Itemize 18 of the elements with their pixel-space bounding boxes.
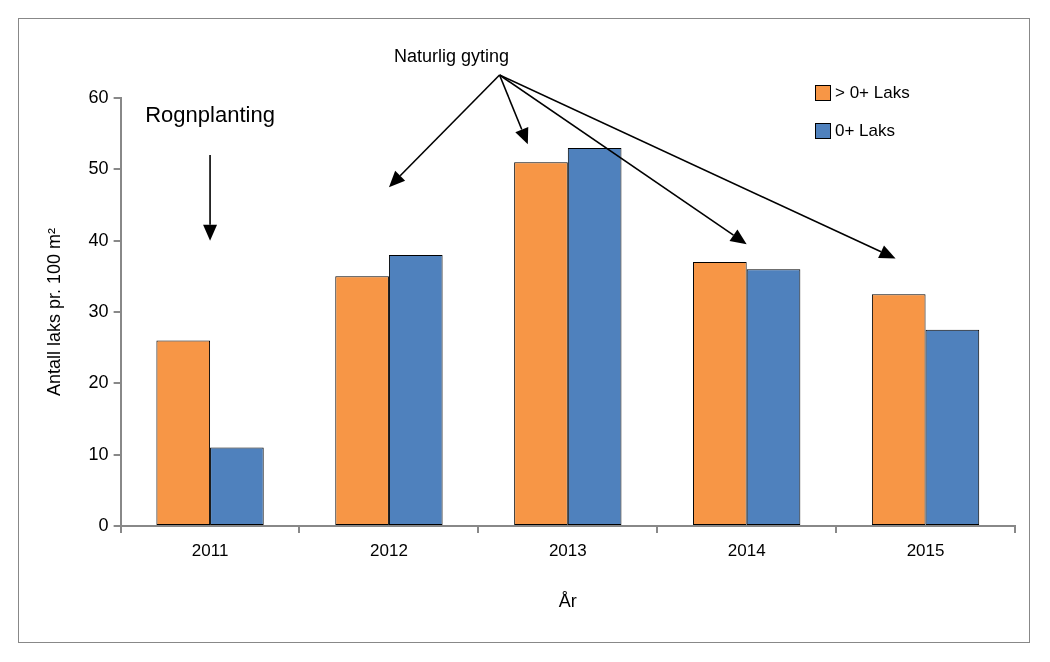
x-tick-label: 2015 (906, 540, 945, 560)
y-axis-title: Antall laks pr. 100 m² (43, 227, 64, 397)
legend-label: > 0+ Laks (835, 83, 910, 103)
y-tick-label: 10 (88, 443, 109, 464)
y-tick-label: 0 (98, 514, 109, 535)
x-axis-title: År (558, 591, 577, 612)
legend-label: 0+ Laks (835, 121, 896, 141)
text: Naturlig gyting (394, 45, 510, 66)
y-tick-label: 20 (88, 372, 109, 393)
x-tick-label: 2012 (370, 540, 408, 560)
x-tick-label: 2014 (727, 540, 766, 560)
y-tick-label: 60 (88, 86, 109, 107)
y-tick-label: 50 (88, 158, 109, 179)
annotation: Rognplanting (145, 101, 275, 127)
y-tick-label: 40 (88, 229, 109, 250)
x-tick-label: 2013 (548, 540, 587, 560)
x-tick-label: 2011 (191, 540, 229, 560)
y-tick-label: 30 (88, 300, 109, 321)
